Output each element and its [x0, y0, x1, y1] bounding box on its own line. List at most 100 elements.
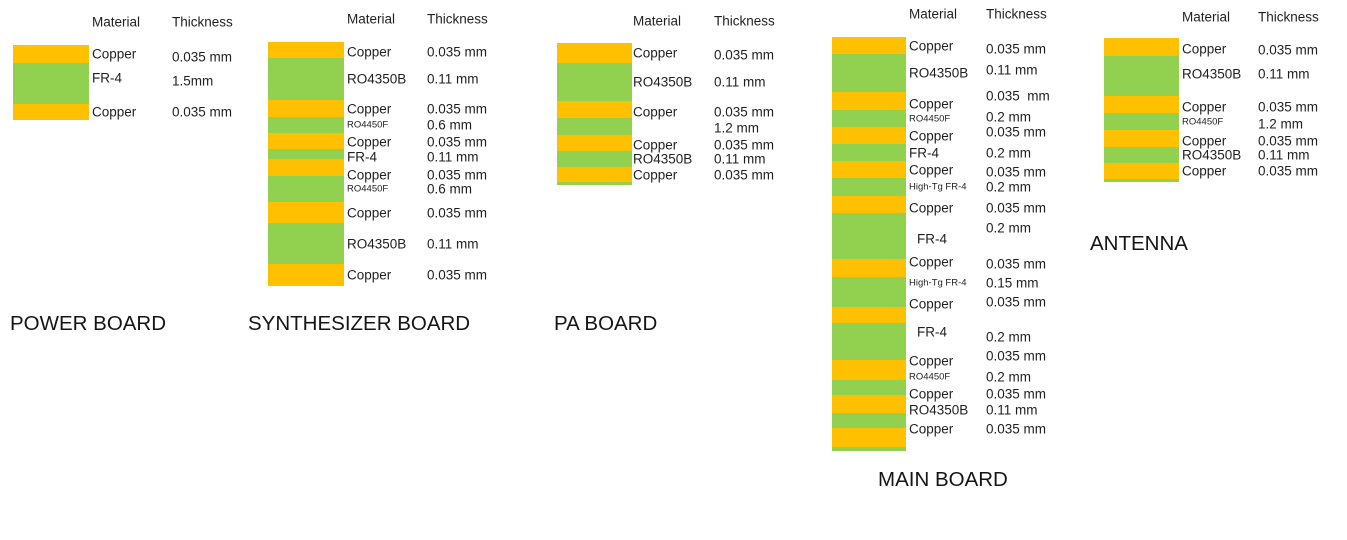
layer-thickness-label: 0.035 mm [1258, 132, 1319, 148]
copper-band [832, 92, 906, 110]
dielectric-band [832, 380, 906, 395]
board-title: MAIN BOARD [878, 467, 1008, 491]
layer-thickness-label: 0.035 mm [427, 166, 488, 182]
layer-material-label: RO4450F [909, 370, 951, 382]
layer-thickness-label: 0.035 mm [986, 88, 1050, 104]
dielectric-band [1104, 113, 1179, 130]
layer-thickness-label: 0.11 mm [427, 149, 479, 165]
dielectric-band [557, 182, 632, 185]
layer-material-label: RO4450F [1182, 115, 1224, 127]
layer-material-label: RO4350B [1182, 147, 1242, 163]
layer-thickness-label: 0.035 mm [714, 47, 775, 63]
layer-material-label: RO4450F [347, 183, 389, 195]
layer-material-label: Copper [909, 37, 954, 53]
layer-material-label: FR-4 [92, 69, 122, 85]
copper-band [1104, 96, 1179, 113]
layer-material-label: RO4350B [347, 71, 407, 87]
layer-thickness-label: 0.11 mm [1258, 66, 1310, 82]
layer-material-label: FR-4 [909, 144, 939, 160]
board-title: ANTENNA [1090, 231, 1188, 255]
copper-band [557, 135, 632, 151]
layer-thickness-label: 0.035 mm [427, 100, 488, 116]
copper-band [832, 259, 906, 277]
dielectric-band [268, 223, 344, 264]
dielectric-band [1104, 179, 1179, 182]
dielectric-band [832, 110, 906, 127]
layer-thickness-label: 1.5mm [172, 72, 214, 88]
layer-material-label: FR-4 [347, 149, 377, 165]
layer-thickness-label: 0.2 mm [986, 328, 1032, 344]
layer-material-label: Copper [909, 254, 954, 270]
material-column-header: Material [1182, 9, 1231, 25]
copper-band [13, 104, 89, 120]
layer-material-label: High-Tg FR-4 [909, 181, 967, 193]
thickness-column-header: Thickness [427, 11, 488, 27]
layer-material-label: Copper [633, 137, 678, 153]
layer-thickness-label: 0.035 mm [714, 103, 775, 119]
dielectric-band [1104, 56, 1179, 96]
layer-thickness-label: 0.035 mm [714, 166, 775, 182]
layer-material-label: RO4450F [909, 112, 951, 124]
layer-thickness-label: 0.2 mm [986, 108, 1032, 124]
layer-material-label: Copper [909, 420, 954, 436]
layer-material-label: FR-4 [917, 231, 947, 247]
layer-material-label: Copper [347, 166, 392, 182]
thickness-column-header: Thickness [714, 13, 775, 29]
dielectric-band [557, 63, 632, 101]
layer-thickness-label: 0.11 mm [427, 71, 479, 87]
dielectric-band [13, 63, 89, 104]
layer-thickness-label: 0.11 mm [714, 74, 766, 90]
copper-band [832, 161, 906, 178]
layer-material-label: Copper [909, 386, 954, 402]
layer-thickness-label: 0.035 mm [986, 420, 1047, 436]
layer-thickness-label: 0.11 mm [986, 401, 1038, 417]
copper-band [268, 264, 344, 286]
dielectric-band [557, 118, 632, 135]
layer-material-label: High-Tg FR-4 [909, 277, 967, 289]
layer-thickness-label: 0.035 mm [986, 256, 1047, 272]
copper-band [832, 307, 906, 323]
copper-band [268, 202, 344, 223]
layer-material-label: Copper [909, 296, 954, 312]
material-column-header: Material [347, 11, 396, 27]
layer-thickness-label: 0.035 mm [986, 40, 1047, 56]
dielectric-band [832, 323, 906, 360]
board-title: SYNTHESIZER BOARD [248, 311, 471, 335]
layer-thickness-label: 0.035 mm [427, 44, 488, 60]
thickness-column-header: Thickness [986, 6, 1047, 22]
layer-material-label: Copper [1182, 41, 1227, 57]
thickness-column-header: Thickness [1258, 9, 1319, 25]
layer-material-label: Copper [909, 161, 954, 177]
layer-thickness-label: 0.15 mm [986, 275, 1039, 291]
material-column-header: Material [92, 14, 141, 30]
layer-thickness-label: 0.035 mm [986, 386, 1047, 402]
layer-material-label: Copper [1182, 98, 1227, 114]
dielectric-band [832, 213, 906, 259]
dielectric-band [268, 117, 344, 133]
layer-material-label: RO4350B [909, 65, 969, 81]
copper-band [268, 100, 344, 117]
layer-thickness-label: 0.11 mm [1258, 147, 1310, 163]
layer-material-label: RO4350B [1182, 66, 1242, 82]
dielectric-band [268, 58, 344, 100]
board-title: PA BOARD [554, 311, 658, 335]
dielectric-band [832, 447, 906, 451]
material-column-header: Material [633, 13, 682, 29]
layer-thickness-label: 0.035 mm [986, 348, 1047, 364]
copper-band [268, 133, 344, 149]
layer-thickness-label: 0.2 mm [986, 220, 1032, 236]
layer-thickness-label: 0.035 mm [986, 123, 1047, 139]
layer-material-label: Copper [347, 44, 392, 60]
layer-thickness-label: 0.035 mm [986, 163, 1047, 179]
layer-thickness-label: 0.035 mm [427, 134, 488, 150]
dielectric-band [832, 54, 906, 92]
layer-material-label: Copper [1182, 132, 1227, 148]
layer-material-label: RO4350B [633, 74, 693, 90]
layer-material-label: Copper [92, 104, 137, 120]
layer-material-label: Copper [347, 267, 392, 283]
layer-thickness-label: 0.11 mm [714, 151, 766, 167]
